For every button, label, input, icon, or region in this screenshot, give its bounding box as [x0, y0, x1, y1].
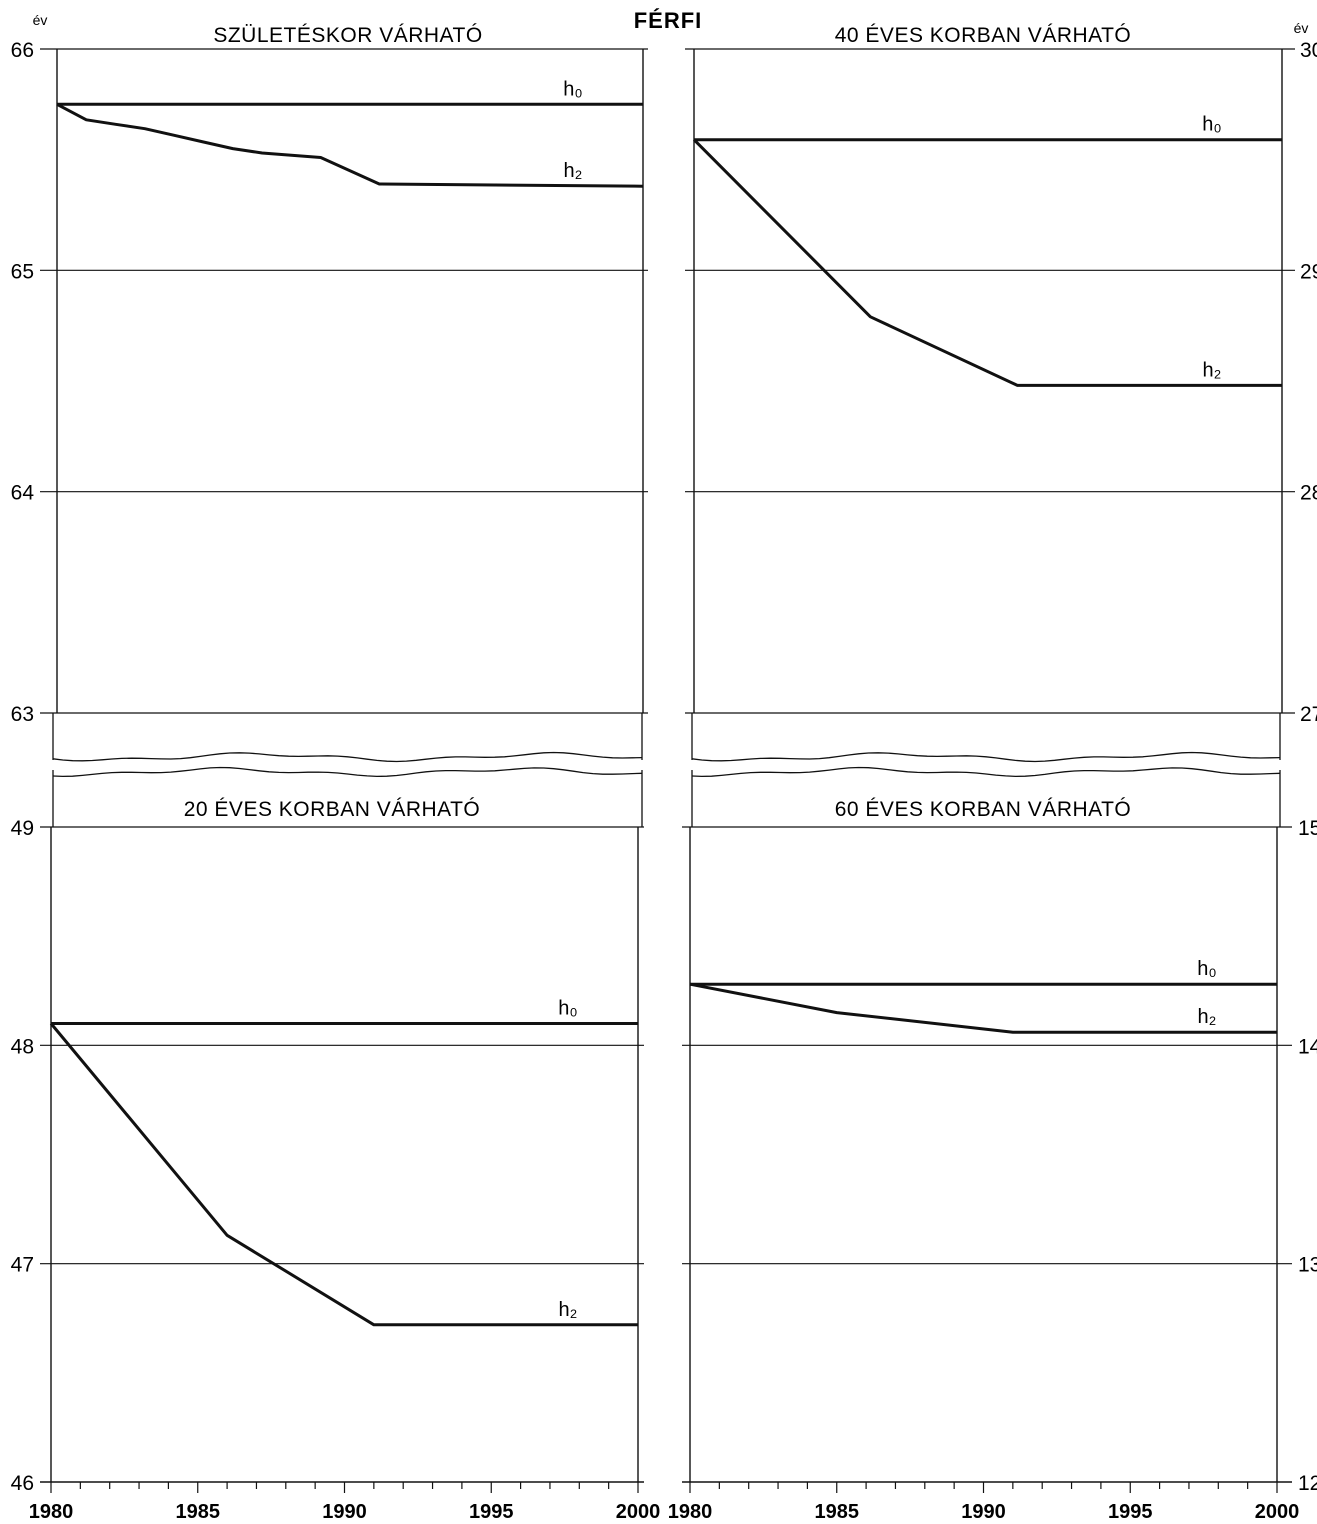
series-label-h2: h₂	[564, 160, 583, 182]
x-tick-label: 1990	[961, 1501, 1006, 1523]
y-tick-label: 66	[11, 39, 34, 62]
x-tick-label: 1980	[29, 1501, 74, 1523]
y-tick-label: 13	[1298, 1254, 1317, 1277]
series-label-h0: h₀	[1202, 114, 1221, 136]
y-tick-label: 30	[1300, 39, 1317, 62]
y-tick-label: 15	[1298, 817, 1317, 840]
axis-break-upper-left	[52, 751, 643, 763]
unit-right: év	[1294, 20, 1309, 36]
axis-break-upper-right	[691, 751, 1281, 763]
unit-left: év	[33, 12, 48, 28]
y-tick-label: 29	[1300, 260, 1317, 283]
y-tick-label: 12	[1298, 1472, 1317, 1495]
y-tick-label: 64	[11, 482, 35, 505]
x-tick-label: 1995	[469, 1501, 514, 1523]
y-tick-label: 47	[11, 1254, 34, 1277]
panel-title: SZÜLETÉSKOR VÁRHATÓ	[213, 24, 482, 47]
y-tick-label: 65	[11, 260, 34, 283]
series-label-h0: h₀	[558, 998, 577, 1020]
chart-panel-3: 20 ÉVES KORBAN VÁRHATÓ 46 47 48 49 1980 1985 19…	[11, 798, 661, 1523]
series-line-h2	[689, 982, 1277, 1034]
panel-title: 20 ÉVES KORBAN VÁRHATÓ	[184, 798, 481, 821]
series-line-h2	[56, 102, 644, 188]
x-tick-label: 1990	[322, 1501, 367, 1523]
chart-panel-2: 40 ÉVES KORBAN VÁRHATÓ 27 28 29 30 h₀ h₂	[685, 24, 1317, 726]
y-tick-label: 27	[1300, 703, 1317, 726]
axis-break-lower-right	[691, 766, 1281, 778]
y-tick-label: 48	[11, 1035, 34, 1058]
series-label-h0: h₀	[1197, 958, 1216, 980]
series-label-h2: h₂	[1203, 359, 1222, 381]
panel-title: 40 ÉVES KORBAN VÁRHATÓ	[835, 24, 1132, 47]
x-tick-label: 2000	[1255, 1501, 1300, 1523]
panel-title: 60 ÉVES KORBAN VÁRHATÓ	[835, 798, 1132, 821]
axis-break-lower-left	[52, 766, 643, 778]
y-tick-label: 63	[11, 703, 34, 726]
x-tick-label: 2000	[616, 1501, 661, 1523]
chart-panel-4: 60 ÉVES KORBAN VÁRHATÓ 12 13 14 15 1980 1985 19…	[668, 798, 1317, 1523]
x-tick-label: 1995	[1108, 1501, 1153, 1523]
series-line-h2	[692, 138, 1282, 387]
series-label-h0: h₀	[563, 78, 582, 100]
x-tick-label: 1985	[176, 1501, 221, 1523]
y-tick-label: 28	[1300, 482, 1317, 505]
series-label-h2: h₂	[559, 1299, 578, 1321]
x-tick-label: 1985	[815, 1501, 860, 1523]
chart-panel-1: SZÜLETÉSKOR VÁRHATÓ 63 64 65 66 h₀ h₂	[11, 24, 648, 726]
y-tick-label: 49	[11, 817, 34, 840]
y-tick-label: 46	[11, 1472, 34, 1495]
y-tick-label: 14	[1298, 1035, 1317, 1058]
series-line-h2	[49, 1022, 638, 1327]
series-label-h2: h₂	[1198, 1006, 1217, 1028]
x-tick-label: 1980	[668, 1501, 713, 1523]
figure-title: FÉRFI	[634, 8, 703, 33]
